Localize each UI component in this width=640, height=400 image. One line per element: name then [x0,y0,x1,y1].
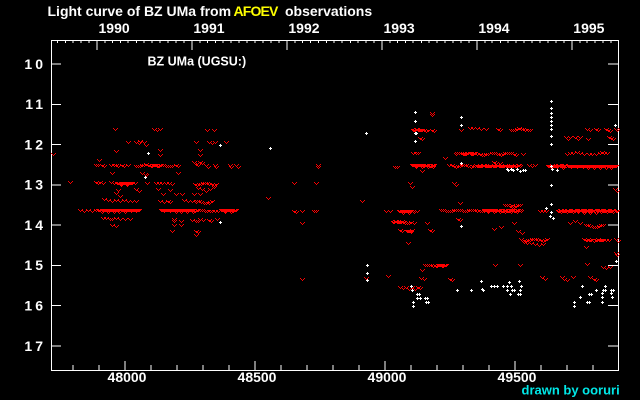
svg-text:1992: 1992 [288,20,319,36]
svg-text:48500: 48500 [238,369,277,385]
svg-text:16: 16 [24,298,46,314]
svg-text:BZ UMa (UGSU:): BZ UMa (UGSU:) [148,55,247,69]
svg-text:10: 10 [24,56,46,72]
svg-text:14: 14 [24,217,46,233]
svg-text:1993: 1993 [384,20,415,36]
svg-text:AFOEV: AFOEV [234,3,279,19]
svg-text:1991: 1991 [193,20,224,36]
svg-text:11: 11 [25,96,46,112]
svg-text:12: 12 [24,136,46,152]
svg-text:49500: 49500 [498,369,537,385]
svg-text:Light curve of BZ UMa from: Light curve of BZ UMa from [48,3,232,19]
svg-text:49000: 49000 [368,369,407,385]
svg-text:1995: 1995 [573,20,604,36]
svg-text:1994: 1994 [478,20,509,36]
svg-text:drawn by ooruri: drawn by ooruri [522,383,620,398]
svg-text:48000: 48000 [108,369,147,385]
svg-text:13: 13 [24,177,46,193]
svg-text:17: 17 [24,338,46,354]
svg-text:1990: 1990 [99,20,130,36]
svg-text:15: 15 [24,257,46,273]
svg-text:observations: observations [285,3,372,19]
